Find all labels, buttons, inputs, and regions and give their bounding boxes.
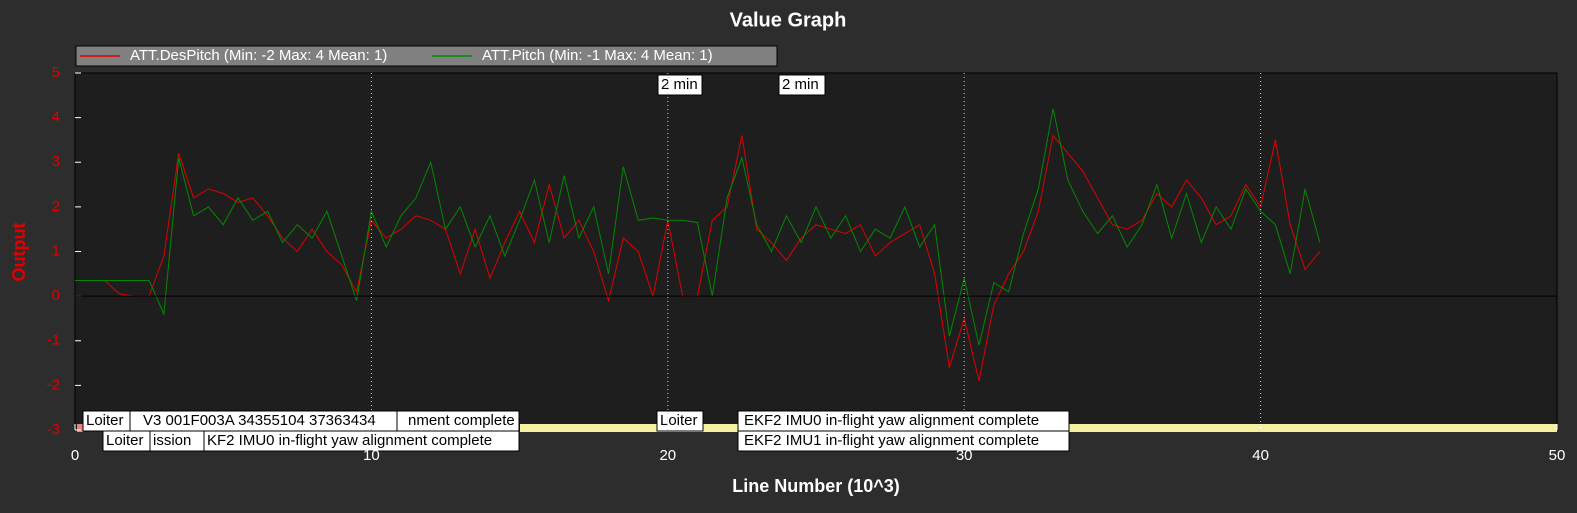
- annotation: KF2 IMU0 in-flight yaw alignment complet…: [207, 432, 492, 449]
- x-axis-label: Line Number (10^3): [732, 476, 900, 496]
- annotation-box: [203, 430, 520, 452]
- annotation: Loiter: [106, 432, 144, 449]
- event-band: [77, 424, 83, 432]
- y-axis-label: Output: [9, 223, 29, 282]
- annotation-box: [656, 410, 704, 432]
- legend-label: ATT.DesPitch (Min: -2 Max: 4 Mean: 1): [130, 47, 387, 64]
- y-tick-label: -2: [47, 376, 60, 393]
- y-tick-label: 2: [52, 198, 60, 215]
- annotation: ission: [153, 432, 191, 449]
- y-tick-label: 0: [52, 287, 60, 304]
- plot-area: [74, 72, 1558, 431]
- chart-title: Value Graph: [730, 9, 847, 31]
- annotation: EKF2 IMU0 in-flight yaw alignment comple…: [744, 412, 1039, 429]
- annotation-box: [657, 74, 703, 96]
- x-tick-label: 50: [1549, 447, 1566, 464]
- annotation: Loiter: [660, 412, 698, 429]
- annotation: EKF2 IMU1 in-flight yaw alignment comple…: [744, 432, 1039, 449]
- y-tick-label: 3: [52, 153, 60, 170]
- x-tick-label: 40: [1252, 447, 1269, 464]
- y-tick-label: -1: [47, 332, 60, 349]
- x-tick-label: 20: [659, 447, 676, 464]
- legend: ATT.DesPitch (Min: -2 Max: 4 Mean: 1) ATT…: [75, 45, 778, 67]
- annotation: Loiter: [86, 412, 124, 429]
- annotation-box: [737, 430, 1070, 452]
- x-tick-label: 30: [956, 447, 973, 464]
- annotations: 2 min 2 min Loiter V3 001F003A 34355104 …: [82, 74, 1070, 452]
- series-line: [75, 108, 1321, 346]
- annotation-box: [778, 74, 826, 96]
- y-tick-label: 5: [52, 64, 60, 81]
- y-tick-label: -3: [47, 421, 60, 438]
- annotation: nment complete: [408, 412, 515, 429]
- annotation: V3 001F003A 34355104 37363434: [143, 412, 376, 429]
- x-tick-label: 10: [363, 447, 380, 464]
- legend-label: ATT.Pitch (Min: -1 Max: 4 Mean: 1): [482, 47, 713, 64]
- y-tick-label: 4: [52, 109, 60, 126]
- y-tick-label: 1: [52, 242, 60, 259]
- annotation: 2 min: [661, 76, 698, 93]
- legend-box: [75, 45, 778, 67]
- x-tick-label: 0: [71, 447, 79, 464]
- annotation: 2 min: [782, 76, 819, 93]
